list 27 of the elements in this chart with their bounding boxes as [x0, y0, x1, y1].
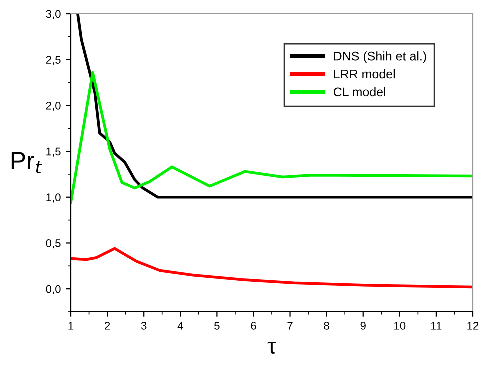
x-tick-label: 1 — [68, 322, 74, 330]
x-tick-label: 5 — [214, 322, 220, 330]
legend-label: DNS (Shih et al.) — [334, 52, 426, 64]
line-series — [71, 71, 473, 204]
x-tick-label: 7 — [288, 322, 293, 330]
y-tick-label: 3,0 — [46, 10, 61, 20]
x-axis-title: τ — [268, 342, 276, 354]
x-tick-label: 3 — [141, 322, 147, 330]
x-tick-label: 10 — [394, 322, 406, 330]
y-tick-label: 1,0 — [46, 194, 61, 203]
y-axis-title: Pr$_{t}$ — [12, 152, 43, 174]
x-tick-label: 9 — [360, 322, 366, 330]
line-series — [71, 247, 473, 289]
legend-label: LRR model — [334, 69, 395, 79]
line-series — [76, 14, 473, 199]
y-tick-label: 2,0 — [46, 102, 61, 112]
x-tick-label: 11 — [432, 322, 442, 330]
x-tick-label: 4 — [178, 322, 184, 330]
legend-label: CL model — [334, 87, 386, 97]
x-tick-label: 8 — [324, 322, 330, 330]
x-tick-label: 6 — [251, 322, 256, 330]
y-tick-label: 2,5 — [46, 56, 61, 66]
y-tick-label: 0,5 — [46, 240, 61, 249]
y-tick-label: 0,0 — [46, 285, 61, 295]
x-tick-label: 12 — [468, 322, 479, 330]
x-tick-label: 2 — [105, 322, 110, 330]
y-tick-label: 1,5 — [46, 148, 61, 157]
